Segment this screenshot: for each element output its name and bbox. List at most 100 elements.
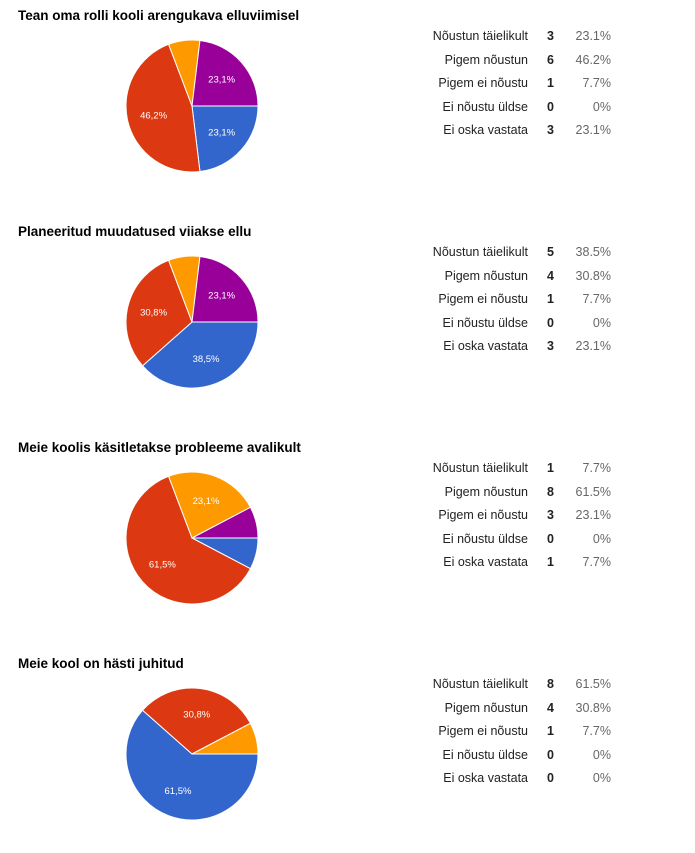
legend-count: 0 [547, 747, 554, 762]
slice-label-noustun-taielikult: 61,5% [164, 786, 191, 797]
legend-percent: 30.8% [575, 700, 611, 715]
legend-label: Ei oska vastata [443, 339, 528, 353]
slice-label-pigem-ei-noustu: 23,1% [193, 496, 220, 507]
legend-percent: 23.1% [575, 339, 611, 353]
chart-title: Meie kool on hästi juhitud [18, 656, 184, 671]
legend-percent: 7.7% [582, 724, 612, 738]
legend-label: Pigem nõustun [444, 52, 528, 67]
legend-row-pigem-noustun: Pigem nõustun 4 30.8% [360, 269, 620, 293]
pie-chart: 23,1% 46,2% 23,1% [125, 39, 259, 173]
legend-percent: 23.1% [575, 123, 611, 137]
pie-slice-noustun-taielikult [141, 321, 259, 389]
legend-table: Nõustun täielikult 5 38.5% Pigem nõustun 4 30… [360, 245, 620, 363]
legend-table: Nõustun täielikult 3 23.1% Pigem nõustun 6 46… [360, 29, 620, 147]
chart-section-2: Planeeritud muudatused viiakse ellu 38,5%… [0, 216, 695, 432]
legend-percent: 7.7% [582, 292, 612, 306]
legend-count: 3 [547, 29, 554, 43]
legend-percent: 0% [592, 747, 611, 762]
legend-count: 4 [547, 268, 554, 283]
chart-section-4: Meie kool on hästi juhitud 61,5% 30,8% Nõus… [0, 648, 695, 853]
legend-percent: 0% [592, 315, 611, 330]
legend-percent: 23.1% [575, 29, 611, 43]
chart-section-1: Tean oma rolli kooli arengukava elluviim… [0, 0, 695, 216]
legend-row-pigem-noustun: Pigem nõustun 6 46.2% [360, 53, 620, 77]
legend-percent: 7.7% [582, 461, 612, 475]
pie-chart: 61,5% 30,8% [125, 687, 259, 821]
legend-row-noustun-taielikult: Nõustun täielikult 8 61.5% [360, 677, 620, 701]
pie-slice-pigem-ei-noustu [167, 471, 252, 539]
legend-percent: 7.7% [582, 76, 612, 90]
legend-row-ei-oska-vastata: Ei oska vastata 3 23.1% [360, 123, 620, 147]
pie-slice-pigem-noustun [141, 687, 252, 755]
slice-label-noustun-taielikult: 23,1% [208, 127, 235, 138]
legend-label: Ei nõustu üldse [442, 747, 528, 762]
legend-count: 1 [547, 292, 554, 306]
legend-label: Pigem nõustun [444, 484, 528, 499]
legend-label: Ei oska vastata [443, 771, 528, 785]
legend-count: 0 [547, 771, 554, 785]
legend-percent: 61.5% [575, 677, 611, 691]
legend-row-ei-noustu-uldse: Ei nõustu üldse 0 0% [360, 316, 620, 340]
pie-slice-ei-oska-vastata [191, 255, 259, 323]
legend-percent: 46.2% [575, 52, 611, 67]
slice-label-noustun-taielikult: 38,5% [193, 354, 220, 365]
legend-row-pigem-ei-noustu: Pigem ei nõustu 1 7.7% [360, 724, 620, 748]
legend-row-ei-noustu-uldse: Ei nõustu üldse 0 0% [360, 748, 620, 772]
legend-row-pigem-noustun: Pigem nõustun 4 30.8% [360, 701, 620, 725]
legend-label: Nõustun täielikult [432, 677, 528, 691]
legend-count: 4 [547, 700, 554, 715]
pie-slice-pigem-noustun [125, 475, 252, 605]
slice-label-ei-oska-vastata: 23,1% [208, 75, 235, 86]
slice-label-pigem-noustun: 46,2% [140, 110, 167, 121]
legend-label: Ei oska vastata [443, 123, 528, 137]
legend-percent: 0% [592, 99, 611, 114]
slice-label-pigem-noustun: 61,5% [149, 559, 176, 570]
slice-label-ei-oska-vastata: 23,1% [208, 291, 235, 302]
legend-label: Nõustun täielikult [432, 29, 528, 43]
pie-chart: 38,5% 30,8% 23,1% [125, 255, 259, 389]
legend-row-ei-oska-vastata: Ei oska vastata 1 7.7% [360, 555, 620, 579]
legend-count: 1 [547, 724, 554, 738]
legend-count: 1 [547, 555, 554, 569]
legend-row-pigem-ei-noustu: Pigem ei nõustu 1 7.7% [360, 292, 620, 316]
legend-count: 6 [547, 52, 554, 67]
chart-title: Meie koolis käsitletakse probleeme avali… [18, 440, 301, 455]
pie-slice-noustun-taielikult [191, 105, 259, 173]
legend-count: 0 [547, 99, 554, 114]
legend-count: 1 [547, 461, 554, 475]
legend-label: Pigem ei nõustu [438, 76, 528, 90]
legend-label: Ei oska vastata [443, 555, 528, 569]
legend-percent: 0% [592, 771, 611, 785]
legend-label: Pigem ei nõustu [438, 508, 528, 522]
legend-row-noustun-taielikult: Nõustun täielikult 1 7.7% [360, 461, 620, 485]
legend-row-ei-noustu-uldse: Ei nõustu üldse 0 0% [360, 532, 620, 556]
legend-row-pigem-noustun: Pigem nõustun 8 61.5% [360, 485, 620, 509]
legend-count: 5 [547, 245, 554, 259]
legend-label: Ei nõustu üldse [442, 531, 528, 546]
legend-label: Pigem ei nõustu [438, 292, 528, 306]
pie-slice-pigem-noustun [125, 43, 201, 173]
legend-table: Nõustun täielikult 1 7.7% Pigem nõustun 8 61.… [360, 461, 620, 579]
pie-slice-pigem-noustun [125, 259, 193, 367]
pie-slice-pigem-ei-noustu [191, 722, 259, 755]
legend-count: 1 [547, 76, 554, 90]
legend-percent: 7.7% [582, 555, 612, 569]
legend-label: Nõustun täielikult [432, 245, 528, 259]
legend-count: 3 [547, 339, 554, 353]
legend-row-noustun-taielikult: Nõustun täielikult 3 23.1% [360, 29, 620, 53]
legend-row-ei-oska-vastata: Ei oska vastata 3 23.1% [360, 339, 620, 363]
pie-slice-ei-oska-vastata [191, 506, 259, 539]
slice-label-pigem-noustun: 30,8% [183, 710, 210, 721]
pie-slice-ei-oska-vastata [191, 39, 259, 107]
legend-row-noustun-taielikult: Nõustun täielikult 5 38.5% [360, 245, 620, 269]
legend-row-ei-noustu-uldse: Ei nõustu üldse 0 0% [360, 100, 620, 124]
legend-count: 8 [547, 677, 554, 691]
legend-count: 0 [547, 531, 554, 546]
legend-label: Pigem nõustun [444, 268, 528, 283]
legend-count: 3 [547, 508, 554, 522]
legend-label: Pigem nõustun [444, 700, 528, 715]
legend-count: 3 [547, 123, 554, 137]
pie-slice-noustun-taielikult [125, 709, 259, 821]
slice-label-pigem-noustun: 30,8% [140, 308, 167, 319]
legend-row-ei-oska-vastata: Ei oska vastata 0 0% [360, 771, 620, 795]
